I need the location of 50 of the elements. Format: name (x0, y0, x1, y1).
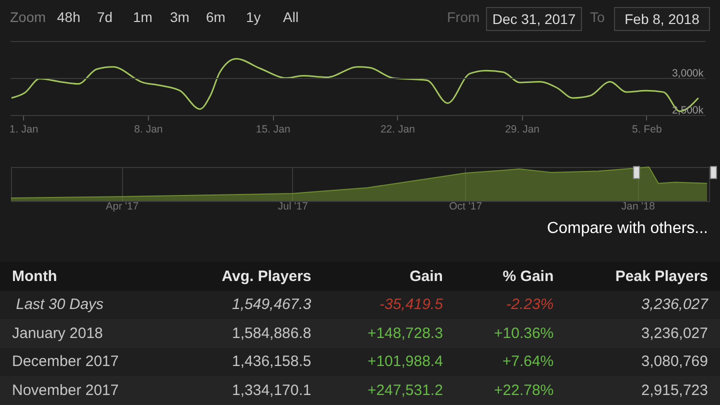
text: -2.23% (505, 295, 555, 316)
text: +101,988.4 (366, 352, 444, 372)
date-field: Feb 8, 2018 (614, 7, 710, 31)
text: Month (11, 266, 58, 287)
text: 3,236,027 (640, 295, 710, 316)
text: Zoom (10, 9, 46, 25)
text: Avg. Players (220, 266, 312, 287)
text: 2,915,723 (640, 380, 709, 401)
text: 3,236,027 (640, 324, 709, 344)
text: Peak Players (614, 266, 709, 287)
text: 48h (57, 9, 80, 25)
text: Last 30 Days (15, 295, 105, 316)
text: 1,436,158.5 (231, 352, 312, 372)
text: 1,549,467.3 (231, 295, 312, 316)
text: +22.78% (493, 380, 555, 401)
text: +10.36% (493, 324, 555, 344)
text: From (447, 9, 480, 25)
text: -35,419.5 (378, 295, 444, 316)
text: +7.64% (501, 352, 555, 372)
x-tick-label: Jan '18 (621, 200, 656, 212)
x-tick-label: Jul '17 (278, 200, 308, 212)
text: Gain (408, 266, 444, 287)
text: 1m (133, 9, 152, 25)
text: All (283, 9, 299, 25)
text: 6m (206, 9, 226, 25)
text: 3,080,769 (640, 352, 709, 372)
x-tick-label: 22. Jan (380, 124, 416, 136)
text: To (590, 9, 605, 25)
text: December 2017 (11, 352, 120, 372)
y-tick-label: 2,500k (672, 104, 704, 116)
x-tick-label: 5. Feb (632, 124, 662, 136)
text: 1y (246, 9, 261, 25)
date-field: Dec 31, 2017 (486, 7, 582, 31)
text: 3m (170, 9, 190, 25)
x-tick-label: 29. Jan (505, 124, 540, 136)
y-tick-label: 3,000k (672, 68, 704, 80)
x-tick-label: Oct '17 (449, 200, 482, 212)
text: Compare with others... (547, 220, 708, 238)
text: November 2017 (11, 380, 120, 401)
x-tick-label: 15. Jan (256, 124, 290, 136)
text: 1,334,170.1 (231, 380, 312, 401)
text: +247,531.2 (366, 380, 444, 401)
text: % Gain (502, 266, 555, 287)
x-tick-label: 8. Jan (134, 124, 163, 136)
text: 7d (97, 9, 113, 25)
x-tick-label: 1. Jan (10, 124, 38, 136)
text: 1,584,886.8 (231, 324, 312, 344)
x-tick-label: Apr '17 (106, 200, 139, 212)
text: +148,728.3 (366, 324, 444, 344)
text: January 2018 (11, 324, 104, 344)
